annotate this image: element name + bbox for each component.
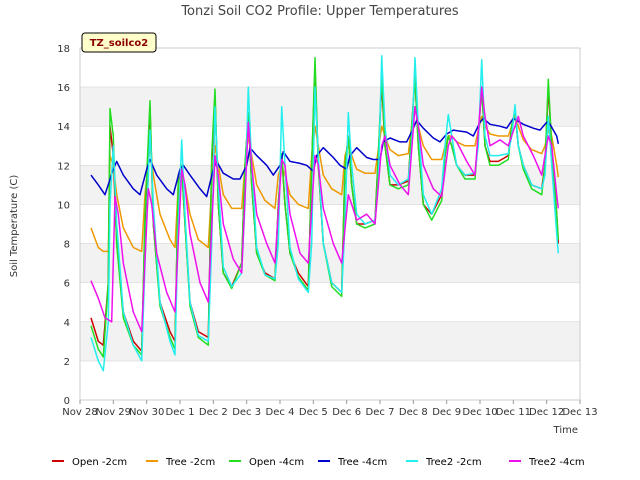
y-tick-label: 16 xyxy=(57,83,70,94)
site-badge-label: TZ_soilco2 xyxy=(90,38,149,49)
y-tick-label: 8 xyxy=(64,240,70,251)
y-tick-label: 12 xyxy=(57,161,70,172)
x-tick-label: Nov 28 xyxy=(62,407,97,418)
x-tick-label: Dec 10 xyxy=(462,407,497,418)
legend-label-tree-4cm: Tree -4cm xyxy=(337,457,387,468)
legend-label-tree2-2cm: Tree2 -2cm xyxy=(425,457,482,468)
plot-frame xyxy=(79,47,581,401)
x-tick-label: Dec 5 xyxy=(299,407,328,418)
x-tick-label: Dec 4 xyxy=(266,407,295,418)
y-tick-label: 14 xyxy=(57,122,70,133)
legend-label-tree2-4cm: Tree2 -4cm xyxy=(528,457,585,468)
x-tick-label: Dec 6 xyxy=(332,407,361,418)
chart-title: Tonzi Soil CO2 Profile: Upper Temperatur… xyxy=(180,4,459,19)
x-tick-label: Dec 11 xyxy=(496,407,531,418)
x-tick-label: Nov 30 xyxy=(129,407,164,418)
y-tick-label: 4 xyxy=(64,318,70,329)
plot-band xyxy=(80,321,580,361)
x-axis-label: Time xyxy=(553,425,578,436)
y-tick-label: 10 xyxy=(57,200,70,211)
plot-band xyxy=(80,87,580,127)
y-axis-label: Soil Temperature (C) xyxy=(9,175,20,278)
y-tick-label: 0 xyxy=(64,396,70,407)
x-tick-label: Dec 3 xyxy=(232,407,261,418)
series-line-tree2-4cm xyxy=(90,86,560,333)
legend-label-open-2cm: Open -2cm xyxy=(72,457,127,468)
x-tick-label: Dec 7 xyxy=(366,407,395,418)
x-tick-label: Dec 12 xyxy=(529,407,564,418)
legend-label-open-4cm: Open -4cm xyxy=(249,457,304,468)
y-axis-ticks: 0 2 4 6 8 10 12 14 16 18 xyxy=(57,44,70,407)
site-badge: TZ_soilco2 xyxy=(81,32,157,53)
x-tick-label: Dec 8 xyxy=(399,407,428,418)
plot-bands xyxy=(80,87,580,361)
series-lines xyxy=(90,55,560,372)
y-tick-label: 18 xyxy=(57,44,70,55)
x-tick-label: Dec 1 xyxy=(166,407,195,418)
x-tick-label: Dec 13 xyxy=(562,407,597,418)
x-tick-label: Dec 2 xyxy=(199,407,228,418)
x-tick-label: Nov 29 xyxy=(96,407,131,418)
x-tick-label: Dec 9 xyxy=(432,407,461,418)
legend: Open -2cm Tree -2cm Open -4cm Tree -4cm Tree… xyxy=(52,457,585,468)
y-tick-label: 6 xyxy=(64,279,70,290)
y-tick-label: 2 xyxy=(64,357,70,368)
legend-label-tree-2cm: Tree -2cm xyxy=(165,457,215,468)
